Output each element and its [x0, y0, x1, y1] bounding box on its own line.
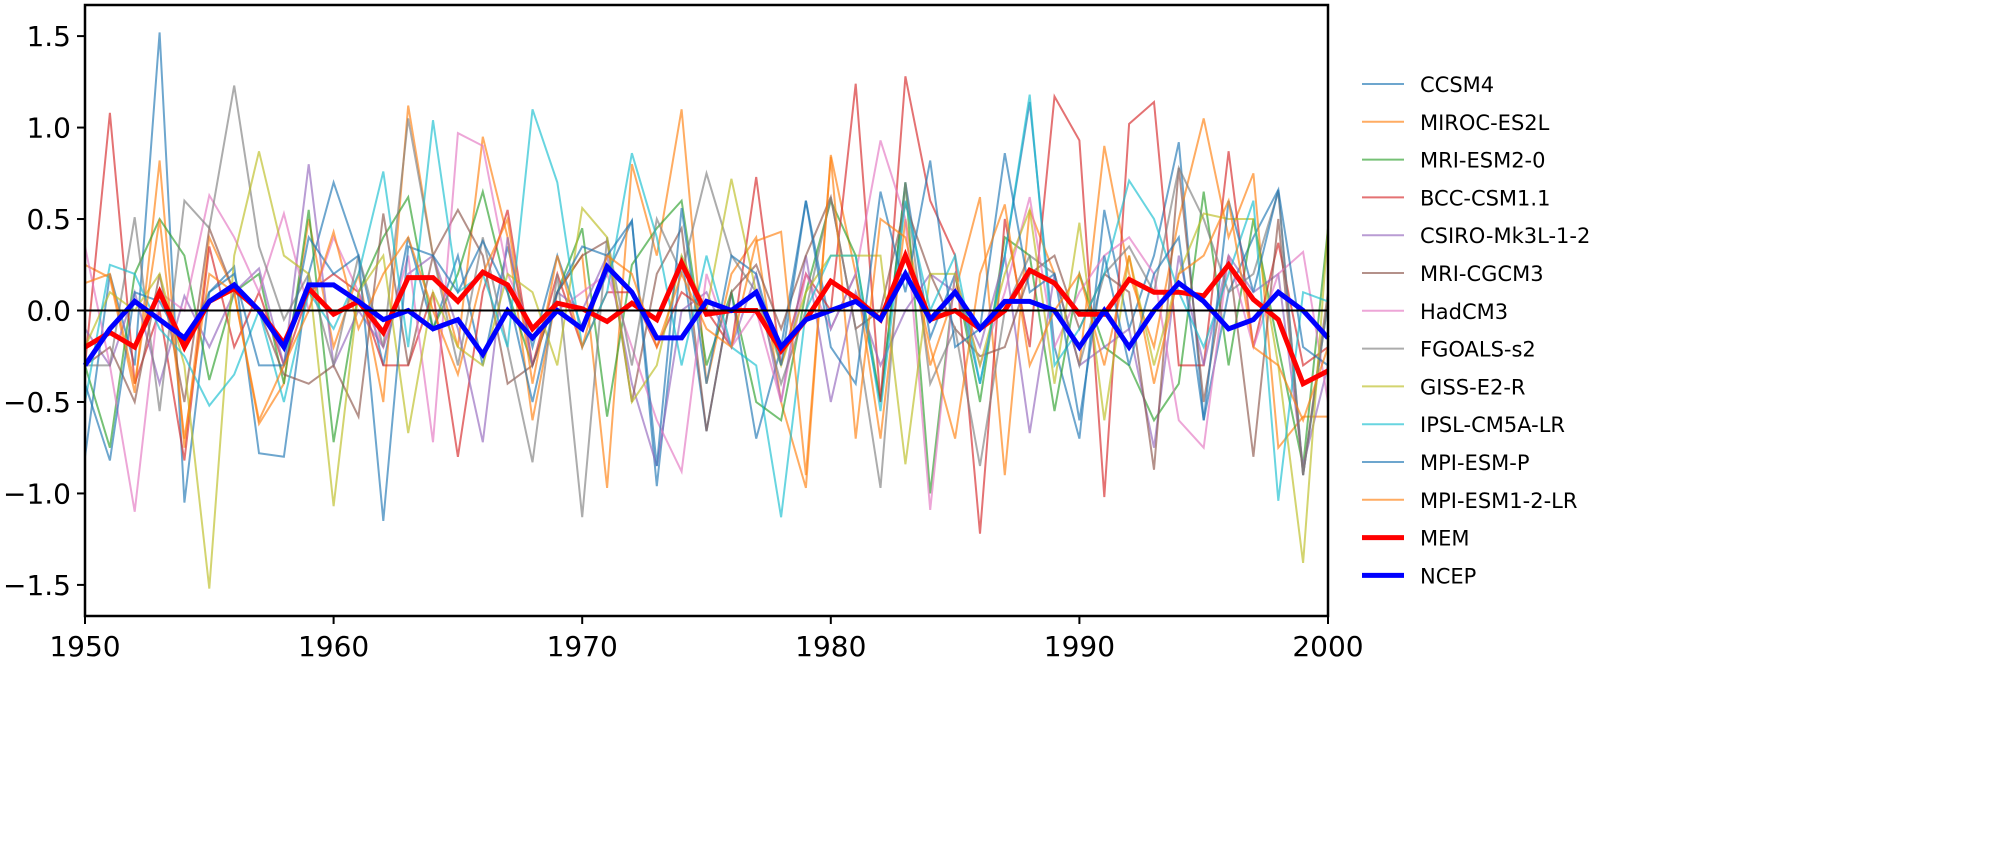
legend-item: MPI-ESM-P [1362, 451, 1530, 475]
legend-label: MPI-ESM1-2-LR [1420, 489, 1577, 513]
x-tick-label: 2000 [1292, 630, 1363, 663]
series-layer [82, 32, 1330, 589]
series-line-hadcm3 [84, 131, 1329, 512]
legend-item: BCC-CSM1.1 [1362, 186, 1550, 210]
legend-label: IPSL-CM5A-LR [1420, 413, 1565, 437]
ticks-layer: 1950 1960 1970 1980 1990 2000 −1.5 −1.0 −0.5 0.0 0… [3, 20, 1364, 663]
legend-label: MIROC-ES2L [1420, 111, 1550, 135]
legend-label: NCEP [1420, 564, 1476, 588]
y-tick-label: −1.0 [3, 477, 71, 510]
legend-item: CSIRO-Mk3L-1-2 [1362, 224, 1590, 248]
series-line-ipsl-cm5a-lr [84, 94, 1329, 518]
y-tick-label: 0.5 [26, 203, 71, 236]
legend-item: MIROC-ES2L [1362, 111, 1550, 135]
y-tick-label: 1.0 [26, 112, 71, 145]
legend-item: MRI-ESM2-0 [1362, 149, 1546, 173]
x-tick-label: 1990 [1044, 630, 1115, 663]
legend-item: MRI-CGCM3 [1362, 262, 1544, 286]
legend-label: BCC-CSM1.1 [1420, 186, 1550, 210]
x-tick-label: 1950 [49, 630, 120, 663]
legend-item: GISS-E2-R [1362, 375, 1526, 399]
legend-label: CSIRO-Mk3L-1-2 [1420, 224, 1590, 248]
legend-label: GISS-E2-R [1420, 375, 1526, 399]
series-line-fgoals-s2 [85, 85, 1329, 518]
legend-item: HadCM3 [1362, 300, 1508, 324]
series-line-mpi-esm-p [84, 153, 1329, 521]
legend-label: MEM [1420, 527, 1470, 551]
legend-item: MEM [1362, 527, 1470, 551]
series-line-mri-cgcm3 [84, 167, 1329, 476]
legend-label: HadCM3 [1420, 300, 1508, 324]
y-tick-label: −1.5 [3, 569, 71, 602]
x-tick-label: 1980 [795, 630, 866, 663]
x-tick-label: 1960 [298, 630, 369, 663]
legend-item: MPI-ESM1-2-LR [1362, 489, 1577, 513]
legend-label: MPI-ESM-P [1420, 451, 1530, 475]
y-tick-label: 0.0 [26, 295, 71, 328]
legend: CCSM4 MIROC-ES2L MRI-ESM2-0 BCC-CSM1.1 CSIRO… [1362, 73, 1590, 588]
series-line-giss-e2-r [84, 151, 1329, 589]
x-tick-label: 1970 [547, 630, 618, 663]
legend-item: CCSM4 [1362, 73, 1494, 97]
legend-label: MRI-ESM2-0 [1420, 149, 1546, 173]
legend-label: MRI-CGCM3 [1420, 262, 1544, 286]
legend-item: NCEP [1362, 564, 1476, 588]
legend-label: FGOALS-s2 [1420, 338, 1536, 362]
series-line-mri-esm2-0 [84, 182, 1329, 494]
series-line-ncep [82, 262, 1330, 367]
y-tick-label: 1.5 [26, 20, 71, 53]
y-tick-label: −0.5 [3, 386, 71, 419]
legend-item: FGOALS-s2 [1362, 338, 1536, 362]
legend-label: CCSM4 [1420, 73, 1494, 97]
legend-item: IPSL-CM5A-LR [1362, 413, 1565, 437]
